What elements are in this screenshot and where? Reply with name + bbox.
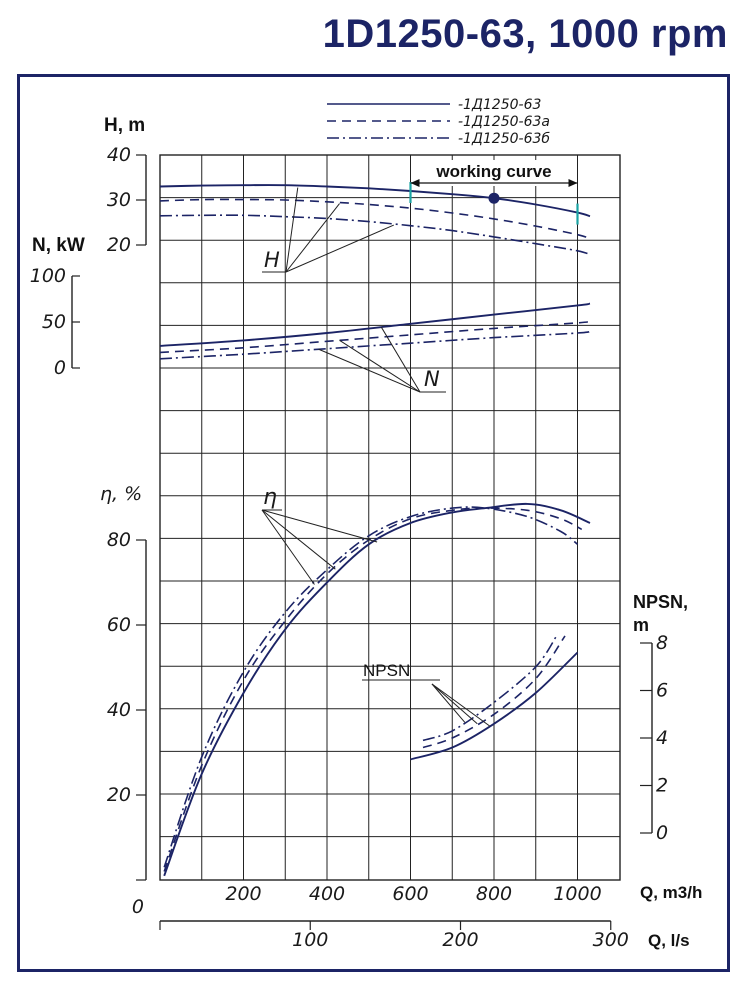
legend-entry-3: -1Д1250-63б	[458, 131, 550, 147]
eta-leader-line	[261, 509, 336, 570]
efficiency-series-3	[163, 506, 579, 868]
h-leader-line	[285, 203, 340, 273]
chart-grid	[159, 154, 621, 881]
working-curve-arrowhead-right	[568, 179, 578, 187]
chart-series	[159, 182, 591, 877]
h-axis-tick-label: 20	[107, 234, 131, 256]
n-curve-label: N	[424, 367, 440, 391]
x-axis-tick-label: 800	[476, 883, 512, 905]
head-series-2	[159, 198, 591, 240]
x-axis-title: Q, m3/h	[640, 883, 702, 902]
eta-axis-title: η, %	[100, 483, 142, 505]
x-axis-tick-label: 1000	[553, 883, 601, 905]
h-axis-tick-label: 30	[107, 189, 131, 211]
npsh-axis-title-line: m	[633, 615, 649, 635]
npsh-leader-line	[431, 683, 466, 723]
npsh-leader-line	[431, 683, 491, 727]
npsh-leader-line	[431, 683, 478, 725]
page-title: 1D1250-63, 1000 rpm	[322, 12, 728, 56]
legend-entry-2: -1Д1250-63а	[458, 114, 550, 130]
npsh-axis-tick-label: 6	[656, 680, 668, 702]
x-axis-tick-label: 600	[392, 883, 428, 905]
x2-axis-tick-label: 300	[593, 929, 629, 951]
working-curve-label: working curve	[435, 162, 551, 181]
h-axis-tick-label: 40	[107, 144, 131, 166]
efficiency-series-1	[163, 502, 591, 877]
eta-axis-tick-label: 40	[107, 699, 131, 721]
n-axis-tick-label: 50	[42, 311, 66, 333]
eta-axis-tick-label: 0	[132, 896, 144, 918]
legend-entry-1: -1Д1250-63	[458, 97, 541, 113]
eta-axis-tick-label: 80	[107, 529, 131, 551]
npsh-axis-title-line: NPSN,	[633, 592, 688, 612]
n-axis-tick-label: 0	[54, 357, 66, 379]
eta-leader-line	[261, 509, 315, 585]
n-axis-title: N, kW	[32, 235, 85, 256]
eta-curve-label: η	[263, 485, 277, 510]
efficiency-series-2	[163, 507, 583, 872]
power-series-2	[159, 320, 591, 354]
n-leader-line	[339, 339, 421, 393]
power-series-3	[159, 330, 591, 360]
npsh-series-2	[422, 635, 566, 749]
n-leader-line	[318, 348, 421, 393]
npsh-curve-label: NPSN	[363, 661, 410, 680]
duty-point	[488, 192, 500, 204]
npsh-axis-tick-label: 2	[656, 775, 668, 797]
npsh-series-3	[422, 635, 558, 742]
h-axis-title: H, m	[104, 115, 145, 136]
x-axis-tick-label: 400	[309, 883, 345, 905]
eta-axis-tick-label: 20	[107, 784, 131, 806]
working-curve-label-bg	[418, 160, 570, 186]
n-leader-line	[380, 326, 421, 393]
npsh-series-1	[410, 651, 579, 761]
eta-leader-line	[261, 509, 378, 543]
npsh-axis-title: NPSN, m	[633, 592, 688, 635]
chart-frame	[17, 74, 730, 972]
chart-leader-lines	[261, 187, 491, 727]
eta-axis-tick-label: 60	[107, 614, 131, 636]
head-series-1	[159, 184, 591, 218]
x2-axis-tick-label: 100	[292, 929, 328, 951]
h-curve-label: H	[264, 248, 280, 272]
x2-axis-title: Q, l/s	[648, 931, 690, 950]
n-axis-tick-label: 100	[30, 265, 66, 287]
plot-border	[159, 154, 621, 881]
power-series-1	[159, 302, 591, 347]
head-series-3	[159, 214, 591, 256]
x2-axis-tick-label: 200	[442, 929, 478, 951]
h-leader-line	[285, 187, 299, 273]
h-leader-line	[285, 224, 394, 273]
x-axis-tick-label: 200	[225, 883, 261, 905]
chart-labels: -1Д1250-63-1Д1250-63а-1Д1250-63б H Nη NPSN w…	[263, 97, 578, 680]
npsh-axis-tick-label: 8	[656, 632, 668, 654]
npsh-axis-tick-label: 0	[656, 822, 668, 844]
npsh-axis-tick-label: 4	[656, 727, 668, 749]
working-curve-arrowhead-left	[410, 179, 420, 187]
